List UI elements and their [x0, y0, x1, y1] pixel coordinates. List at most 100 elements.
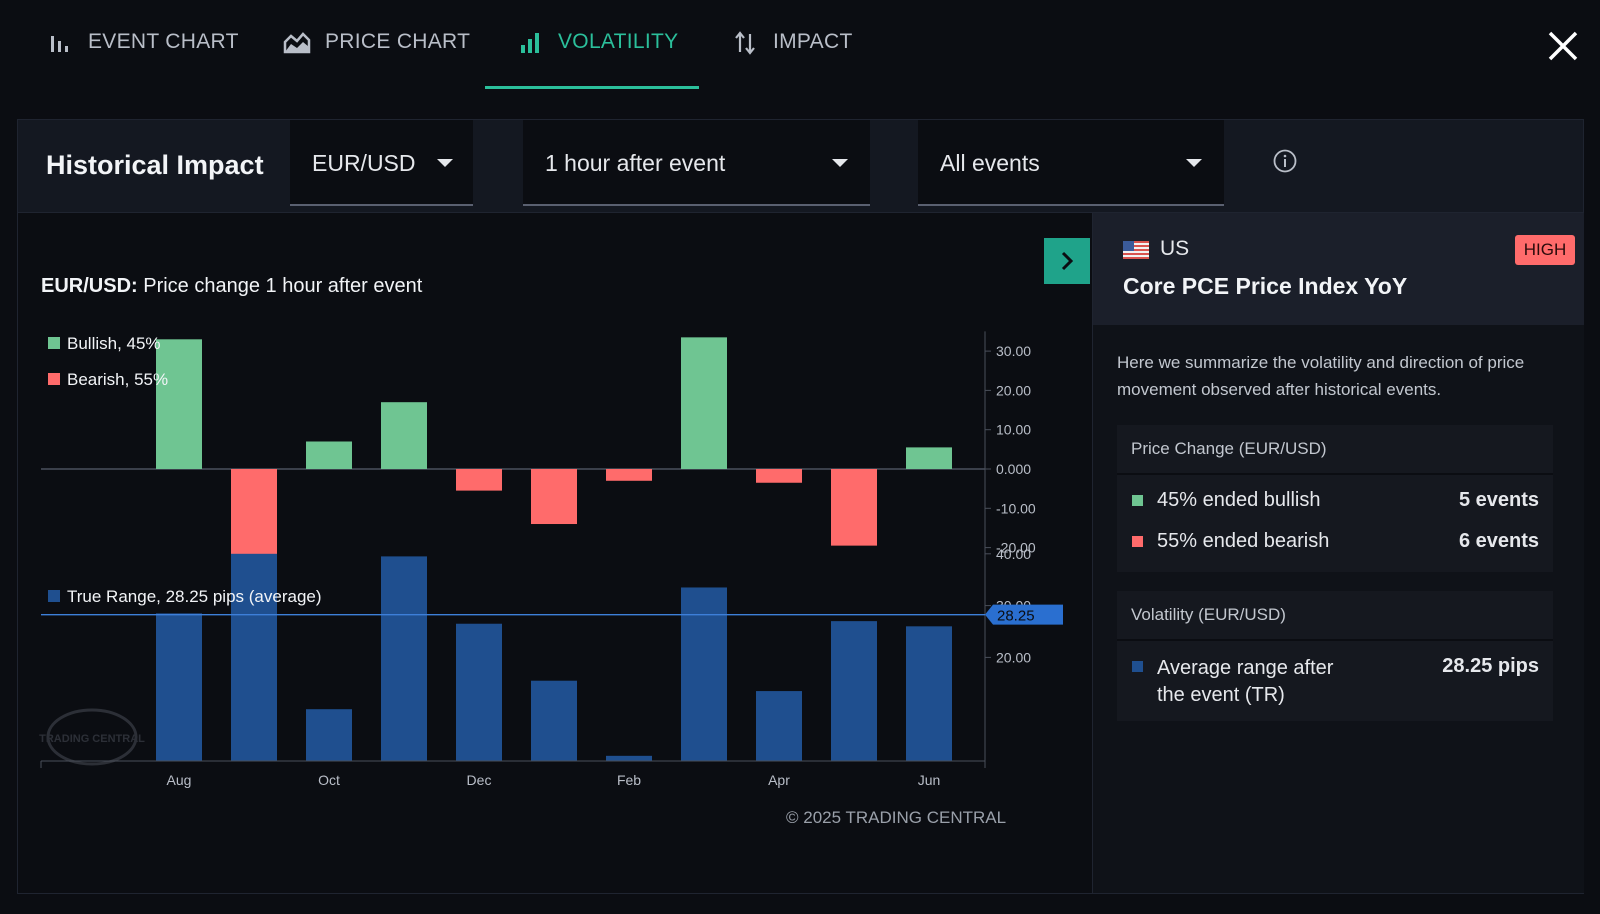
- tab-label: IMPACT: [773, 30, 853, 53]
- svg-text:TRADING CENTRAL: TRADING CENTRAL: [39, 733, 145, 745]
- legend-bullish: Bullish, 45%: [67, 334, 161, 353]
- bearish-bar: [831, 469, 877, 546]
- bearish-count: 6 events: [1458, 530, 1539, 552]
- bullish-bar: [306, 441, 352, 469]
- true-range-bar: [231, 553, 277, 761]
- toolbar-title: Historical Impact: [46, 150, 264, 180]
- toolbar: Historical Impact EUR/USD 1 hour after e…: [18, 120, 1583, 213]
- bearish-bar: [606, 469, 652, 481]
- tab-impact[interactable]: IMPACT: [733, 30, 853, 90]
- chart-title-desc: Price change 1 hour after event: [143, 275, 423, 297]
- country-label: US: [1160, 237, 1190, 260]
- average-marker: [985, 604, 1063, 625]
- x-tick-label: Oct: [318, 772, 340, 788]
- volatility-heading: Volatility (EUR/USD): [1117, 591, 1553, 641]
- x-tick-label: Dec: [467, 772, 492, 788]
- timeframe-value: 1 hour after event: [545, 150, 726, 176]
- price-change-box: Price Change (EUR/USD) 45% ended bullish…: [1117, 425, 1553, 572]
- tab-price-chart[interactable]: PRICE CHART: [281, 30, 470, 90]
- historical-impact-panel: Historical Impact EUR/USD 1 hour after e…: [17, 119, 1584, 894]
- bearish-bar: [231, 469, 277, 558]
- copyright: © 2025 TRADING CENTRAL: [786, 808, 1007, 827]
- bullish-bar: [906, 447, 952, 469]
- legend-bearish-swatch: [48, 373, 60, 385]
- timeframe-dropdown[interactable]: 1 hour after event: [523, 120, 870, 206]
- bearish-bar: [456, 469, 502, 491]
- trading-central-watermark: TRADING CENTRAL: [39, 708, 145, 766]
- true-range-bar: [906, 626, 952, 761]
- bearish-bar: [756, 469, 802, 483]
- chart-area: EUR/USD: Price change 1 hour after event…: [18, 213, 1091, 893]
- event-name: Core PCE Price Index YoY: [1123, 273, 1408, 299]
- volatility-icon: [521, 33, 539, 53]
- average-range-value: 28.25 pips: [1442, 655, 1539, 677]
- bullish-bar: [681, 337, 727, 469]
- chart-title-pair: EUR/USD:: [41, 275, 138, 297]
- tab-label: VOLATILITY: [558, 30, 679, 53]
- price-change-heading: Price Change (EUR/USD): [1117, 425, 1553, 475]
- chevron-down-icon: [437, 159, 453, 167]
- events-filter-value: All events: [940, 150, 1040, 176]
- chart-svg: TRADING CENTRAL 30.00 20.00 10.00 0.000 -10.…: [39, 331, 1063, 788]
- area-chart-icon: [283, 32, 311, 54]
- event-header: US HIGH Core PCE Price Index YoY: [1093, 213, 1584, 325]
- chart-title: EUR/USD: Price change 1 hour after event: [41, 275, 422, 298]
- y-tick-label: 20.00: [996, 649, 1031, 665]
- true-range-bar: [606, 755, 652, 761]
- bullish-label: 45% ended bullish: [1157, 489, 1321, 511]
- legend-bearish: Bearish, 55%: [67, 370, 168, 389]
- true-range-bar: [831, 621, 877, 761]
- y-tick-label: -20.00: [996, 540, 1036, 556]
- y-tick-label: 10.00: [996, 422, 1031, 438]
- chevron-right-icon: [1061, 251, 1074, 271]
- chevron-down-icon: [1186, 159, 1202, 167]
- close-icon[interactable]: [1545, 28, 1581, 64]
- average-label: 28.25: [997, 608, 1035, 625]
- average-range-label: Average range after the event (TR): [1157, 655, 1333, 709]
- average-range-row: Average range after the event (TR) 28.25 …: [1117, 641, 1553, 721]
- volatility-box: Volatility (EUR/USD) Average range after…: [1117, 591, 1553, 721]
- bullish-bar: [156, 339, 202, 469]
- true-range-bar: [756, 691, 802, 761]
- pair-dropdown[interactable]: EUR/USD: [290, 120, 473, 206]
- bullish-row: 45% ended bullish 5 events: [1117, 481, 1553, 522]
- true-range-swatch: [1132, 661, 1143, 672]
- true-range-bar: [531, 680, 577, 761]
- info-icon[interactable]: [1273, 149, 1297, 173]
- x-tick-label: Jun: [918, 772, 941, 788]
- true-range-bar: [306, 709, 352, 761]
- legend-true-range-swatch: [48, 590, 60, 602]
- tab-bar: EVENT CHART PRICE CHART VOLATILITY IMPAC…: [0, 0, 1600, 92]
- tab-volatility[interactable]: VOLATILITY: [518, 30, 678, 90]
- bearish-bar: [531, 469, 577, 525]
- pair-value: EUR/USD: [312, 150, 416, 176]
- average-range-label-line2: the event (TR): [1157, 684, 1285, 706]
- bearish-row: 55% ended bearish 6 events: [1117, 522, 1553, 563]
- event-summary-sidebar: US HIGH Core PCE Price Index YoY Here we…: [1092, 213, 1584, 893]
- bullish-count: 5 events: [1458, 489, 1539, 511]
- chevron-down-icon: [832, 159, 848, 167]
- legend-bullish-swatch: [48, 337, 60, 349]
- y-tick-label: 20.00: [996, 382, 1031, 398]
- x-tick-label: Apr: [768, 772, 790, 788]
- impact-badge: HIGH: [1515, 235, 1575, 265]
- tab-label: EVENT CHART: [88, 30, 239, 53]
- tab-label: PRICE CHART: [325, 30, 471, 53]
- true-range-bar: [456, 623, 502, 761]
- true-range-bar: [156, 613, 202, 761]
- panel-toggle-button[interactable]: [1044, 238, 1090, 284]
- bullish-swatch: [1132, 495, 1143, 506]
- legend-true-range: True Range, 28.25 pips (average): [67, 587, 322, 606]
- x-tick-label: Aug: [167, 772, 192, 788]
- tab-event-chart[interactable]: EVENT CHART: [48, 30, 239, 90]
- bearish-label: 55% ended bearish: [1157, 530, 1330, 552]
- summary-description: Here we summarize the volatility and dir…: [1117, 353, 1525, 399]
- x-tick-label: Feb: [617, 772, 641, 788]
- true-range-bar: [681, 587, 727, 761]
- bar-chart-icon: [51, 36, 68, 52]
- us-flag-icon: [1123, 241, 1149, 259]
- y-tick-label: 40.00: [996, 546, 1031, 562]
- y-tick-label: -10.00: [996, 500, 1036, 516]
- events-filter-dropdown[interactable]: All events: [918, 120, 1224, 206]
- y-tick-label: 0.000: [996, 461, 1031, 477]
